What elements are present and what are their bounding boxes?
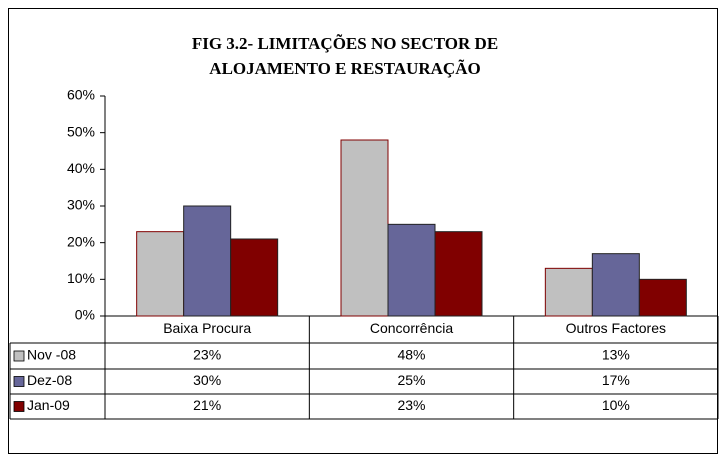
y-tick-label: 20% [67,233,95,249]
chart-title: ALOJAMENTO E RESTAURAÇÃO [209,59,480,78]
y-tick-label: 0% [75,307,95,323]
bar [434,231,483,317]
legend-label: Dez-08 [27,372,72,388]
bar [591,253,640,317]
x-tick-label: Concorrência [370,320,453,336]
data-label: 30% [193,372,221,388]
bar [544,267,593,317]
y-tick-label: 30% [67,197,95,213]
y-tick-label: 10% [67,270,95,286]
y-tick-label: 60% [67,87,95,103]
data-label: 21% [193,397,221,413]
data-label: 17% [602,372,630,388]
data-label: 10% [602,397,630,413]
bar [183,205,232,317]
legend-label: Jan-09 [27,397,70,413]
data-label: 23% [193,347,221,363]
data-label: 48% [397,347,425,363]
legend-swatch [13,376,25,387]
x-tick-label: Outros Factores [566,320,666,336]
x-tick-label: Baixa Procura [163,320,251,336]
legend-label: Nov -08 [27,347,76,363]
data-label: 23% [397,397,425,413]
data-label: 13% [602,347,630,363]
data-label: 25% [397,372,425,388]
bar [387,223,436,317]
legend-swatch [13,401,25,412]
bar [340,139,389,317]
chart-title: FIG 3.2- LIMITAÇÕES NO SECTOR DE [192,33,498,53]
bar [136,231,185,317]
bar [230,238,279,317]
y-tick-label: 40% [67,160,95,176]
y-tick-label: 50% [67,123,95,139]
legend-swatch [13,350,25,362]
bar [638,278,687,317]
